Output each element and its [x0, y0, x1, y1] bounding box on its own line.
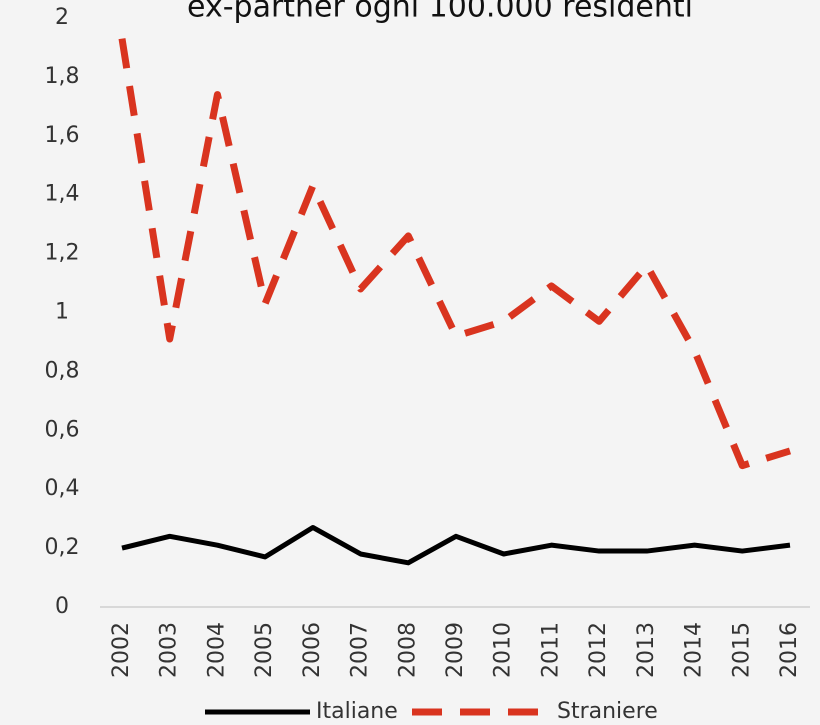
x-tick-label: 2013 [634, 622, 659, 678]
series-line [118, 38, 792, 470]
y-tick-label: 1,2 [45, 241, 80, 266]
x-tick-label: 2008 [395, 622, 420, 678]
y-tick-label: 1,8 [45, 64, 80, 89]
y-tick-label: 1 [55, 300, 69, 325]
y-tick-label: 2 [55, 5, 69, 30]
x-tick-label: 2004 [204, 622, 229, 678]
x-tick-label: 2003 [157, 622, 182, 678]
y-tick-label: 0,8 [45, 358, 80, 383]
x-tick-label: 2015 [729, 622, 754, 678]
x-tick-label: 2011 [538, 622, 563, 678]
x-tick-label: 2010 [491, 622, 516, 678]
y-tick-label: 0,6 [45, 417, 80, 442]
y-tick-label: 0 [55, 594, 69, 619]
y-tick-label: 1,6 [45, 123, 80, 148]
y-tick-label: 0,4 [45, 476, 80, 501]
y-tick-label: 0,2 [45, 535, 80, 560]
x-tick-label: 2016 [777, 622, 802, 678]
x-tick-label: 2002 [109, 622, 134, 678]
x-tick-label: 2009 [443, 622, 468, 678]
series-line [121, 524, 791, 566]
x-tick-label: 2005 [252, 622, 277, 678]
legend-label: Straniere [557, 699, 658, 724]
chart-title: ex-partner ogni 100.000 residenti [187, 0, 693, 25]
y-tick-label: 1,4 [45, 182, 80, 207]
x-tick-label: 2012 [586, 622, 611, 678]
x-tick-label: 2006 [300, 622, 325, 678]
x-tick-label: 2014 [682, 622, 707, 678]
legend-label: Italiane [316, 699, 398, 724]
x-tick-label: 2007 [348, 622, 373, 678]
